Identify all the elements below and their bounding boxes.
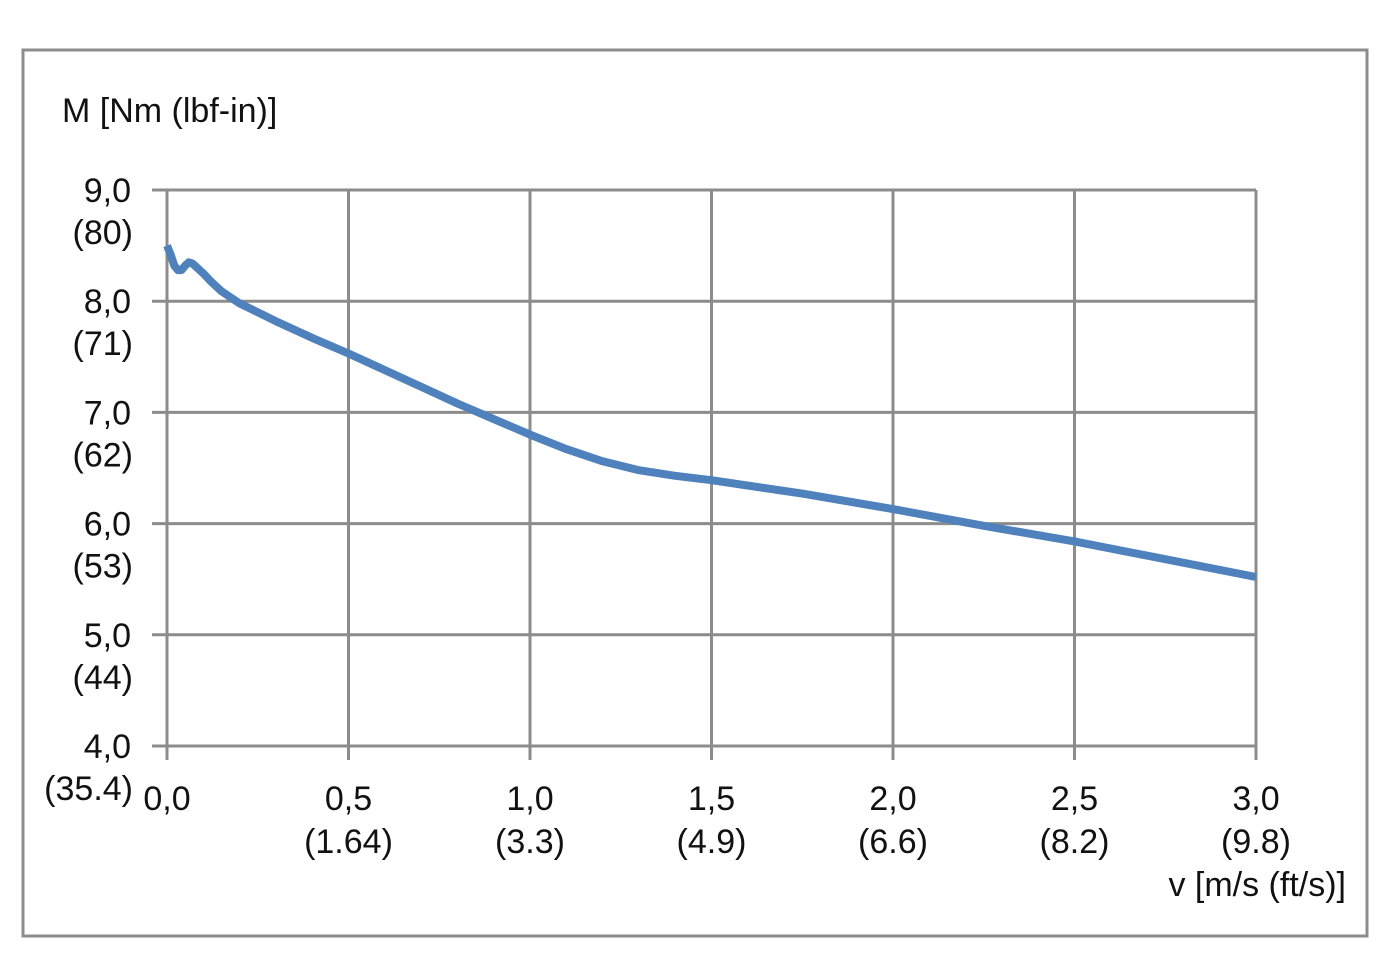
y-tick-sublabel: (80) (73, 214, 133, 252)
y-tick-label: 5,0 (84, 617, 131, 655)
x-tick-label: 1,5 (688, 780, 735, 818)
y-tick-label: 9,0 (84, 172, 131, 210)
y-tick-sublabel: (62) (73, 436, 133, 474)
y-tick-label: 6,0 (84, 506, 131, 544)
x-tick-label: 2,5 (1051, 780, 1098, 818)
x-tick-sublabel: (3.3) (495, 823, 565, 861)
x-tick-sublabel: (1.64) (304, 823, 393, 861)
x-tick-sublabel: (9.8) (1221, 823, 1291, 861)
x-tick-label: 3,0 (1232, 780, 1279, 818)
x-axis-label: v [m/s (ft/s)] (1168, 866, 1346, 904)
series-layer (163, 244, 1257, 581)
y-axis-label: M [Nm (lbf-in)] (62, 92, 277, 130)
grid (152, 188, 1258, 760)
y-tick-sublabel: (53) (73, 548, 133, 586)
y-tick-label: 4,0 (84, 728, 131, 766)
series-line (163, 244, 1257, 581)
tick-labels: 9,0 (80) 8,0 (71) 7,0 (62) 6,0 (53) 5,0 (44) 4,0 (3… (44, 172, 1291, 861)
x-tick-sublabel: (6.6) (858, 823, 928, 861)
y-tick-sublabel: (35.4) (44, 770, 133, 808)
x-tick-sublabel: (8.2) (1040, 823, 1110, 861)
x-tick-label: 0,5 (325, 780, 372, 818)
y-tick-label: 8,0 (84, 283, 131, 321)
x-tick-label: 0,0 (143, 780, 190, 818)
x-tick-sublabel: (4.9) (677, 823, 747, 861)
y-tick-label: 7,0 (84, 394, 131, 432)
x-tick-label: 2,0 (869, 780, 916, 818)
y-tick-sublabel: (44) (73, 659, 133, 697)
y-tick-sublabel: (71) (73, 325, 133, 363)
x-tick-label: 1,0 (506, 780, 553, 818)
chart-frame (21, 48, 1369, 938)
